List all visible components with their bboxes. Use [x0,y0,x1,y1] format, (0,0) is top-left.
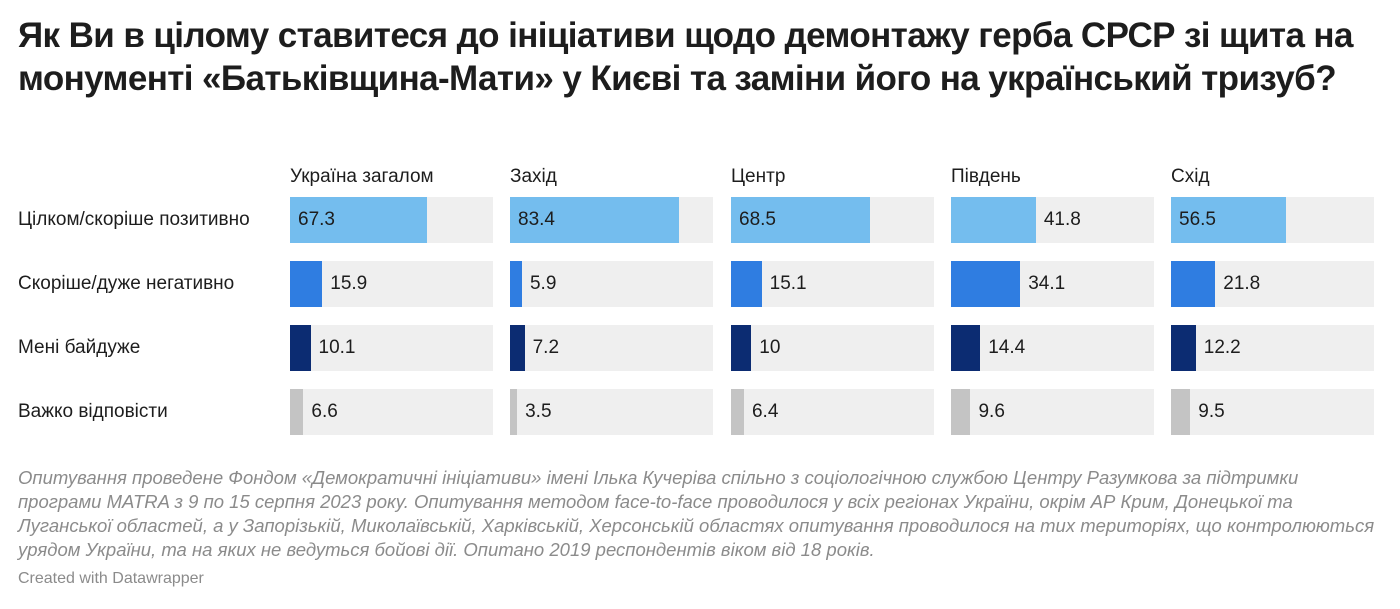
chart-note: Опитування проведене Фондом «Демократичн… [18,466,1378,562]
column-header: Захід [510,166,557,188]
value-label: 68.5 [739,197,776,243]
bar-track: 56.5 [1171,197,1374,243]
column-header: Схід [1171,166,1210,188]
bar-track: 6.4 [731,389,934,435]
value-label: 56.5 [1179,197,1216,243]
value-label: 34.1 [1028,261,1065,307]
bar [510,261,522,307]
bar-track: 10 [731,325,934,371]
bar-track: 83.4 [510,197,713,243]
chart-title: Як Ви в цілому ставитеся до ініціативи щ… [18,14,1378,100]
bar-track: 67.3 [290,197,493,243]
bar [731,325,751,371]
bar [510,389,517,435]
bar [1171,261,1215,307]
value-label: 15.9 [330,261,367,307]
value-label: 3.5 [525,389,551,435]
bar-track: 7.2 [510,325,713,371]
bar [951,389,970,435]
value-label: 41.8 [1044,197,1081,243]
bar-track: 41.8 [951,197,1154,243]
bar-track: 5.9 [510,261,713,307]
row-label: Скоріше/дуже негативно [18,261,234,307]
bar-track: 68.5 [731,197,934,243]
value-label: 7.2 [533,325,559,371]
bar [290,261,322,307]
bar [290,325,311,371]
bar-track: 15.9 [290,261,493,307]
bar [290,389,303,435]
value-label: 10.1 [319,325,356,371]
chart-area: Цілком/скоріше позитивно Скоріше/дуже нег… [0,160,1400,450]
credit-line: Created with Datawrapper [18,570,204,588]
value-label: 6.6 [311,389,337,435]
column-header: Південь [951,166,1021,188]
column-header: Центр [731,166,785,188]
bar [1171,389,1190,435]
bar [951,197,1036,243]
value-label: 67.3 [298,197,335,243]
bar-track: 3.5 [510,389,713,435]
column-header: Україна загалом [290,166,434,188]
value-label: 12.2 [1204,325,1241,371]
value-label: 83.4 [518,197,555,243]
row-label: Мені байдуже [18,325,140,371]
row-label: Важко відповісти [18,389,168,435]
bar-track: 6.6 [290,389,493,435]
value-label: 14.4 [988,325,1025,371]
bar [951,325,980,371]
value-label: 9.6 [978,389,1004,435]
bar-track: 9.6 [951,389,1154,435]
bar-track: 12.2 [1171,325,1374,371]
value-label: 10 [759,325,780,371]
bar-track: 15.1 [731,261,934,307]
bar-track: 34.1 [951,261,1154,307]
value-label: 15.1 [770,261,807,307]
bar [510,325,525,371]
bar-track: 21.8 [1171,261,1374,307]
bar-track: 9.5 [1171,389,1374,435]
value-label: 21.8 [1223,261,1260,307]
bar [1171,325,1196,371]
row-label: Цілком/скоріше позитивно [18,197,250,243]
bar-track: 14.4 [951,325,1154,371]
bar-track: 10.1 [290,325,493,371]
value-label: 6.4 [752,389,778,435]
value-label: 9.5 [1198,389,1224,435]
bar [731,389,744,435]
bar [731,261,762,307]
bar [951,261,1020,307]
value-label: 5.9 [530,261,556,307]
